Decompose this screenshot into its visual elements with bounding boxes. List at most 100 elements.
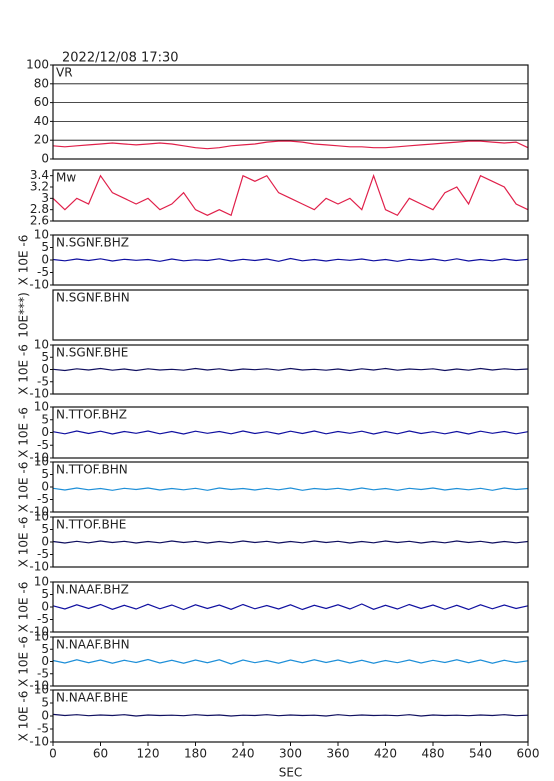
trace <box>52 367 529 372</box>
trace <box>52 430 529 435</box>
x-tick-label: 120 <box>137 747 160 761</box>
y-tick-label: -10 <box>29 278 49 292</box>
y-tick-label: 2.6 <box>30 214 49 228</box>
x-tick-label: 360 <box>327 747 350 761</box>
y-tick-label: 0 <box>41 152 49 166</box>
panel-label: Mw <box>56 171 76 185</box>
y-axis-label: X 10E -6 <box>17 582 31 633</box>
y-tick-label: 5 <box>41 587 49 601</box>
trace <box>52 487 529 491</box>
y-axis-label: X 10E -6 <box>17 235 31 286</box>
y-tick-label: 3.4 <box>30 168 49 182</box>
y-tick-label: -5 <box>37 438 49 452</box>
panel-frame <box>52 581 529 633</box>
y-tick-label: 10 <box>34 338 49 352</box>
panel-label: VR <box>56 66 73 80</box>
y-tick-label: 2.8 <box>30 202 49 216</box>
trace <box>52 173 529 217</box>
y-tick-label: 0 <box>41 253 49 267</box>
y-tick-label: 40 <box>34 114 49 128</box>
y-tick-label: -5 <box>37 265 49 279</box>
x-tick-label: 180 <box>184 747 207 761</box>
panel-label: N.SGNF.BHZ <box>56 236 129 250</box>
y-tick-label: 10 <box>34 575 49 589</box>
panel-frame <box>52 406 529 459</box>
panel-frame <box>52 169 529 222</box>
y-tick-label: -10 <box>29 560 49 574</box>
y-tick-label: 0 <box>41 535 49 549</box>
trace <box>52 257 529 262</box>
y-tick-label: 60 <box>34 95 49 109</box>
panel-frame <box>52 234 529 286</box>
y-axis-label: X 10E -6 <box>17 691 31 742</box>
panel-frame <box>52 636 529 687</box>
trace <box>52 603 529 611</box>
trace <box>52 658 529 665</box>
y-tick-label: -10 <box>29 679 49 693</box>
panel-frame <box>52 64 529 160</box>
x-tick-label: 420 <box>374 747 397 761</box>
y-tick-label: 80 <box>34 76 49 90</box>
x-tick-label: 0 <box>49 747 57 761</box>
y-tick-label: 0 <box>41 425 49 439</box>
y-tick-label: 10 <box>34 228 49 242</box>
y-tick-label: -5 <box>37 492 49 506</box>
y-tick-label: 3.2 <box>30 180 49 194</box>
y-tick-label: 10 <box>34 400 49 414</box>
y-tick-label: -10 <box>29 735 49 749</box>
y-axis-label: X 10E -6 <box>17 344 31 395</box>
x-tick-label: 480 <box>422 747 445 761</box>
panel-frame <box>52 289 529 341</box>
y-tick-label: 0 <box>41 480 49 494</box>
y-axis-label: X 10E -6 <box>17 517 31 568</box>
y-tick-label: 0 <box>41 709 49 723</box>
y-tick-label: 5 <box>41 467 49 481</box>
panel-label: N.SGNF.BHN <box>56 291 130 305</box>
panel-label: N.NAAF.BHZ <box>56 583 129 597</box>
y-tick-label: 10 <box>34 455 49 469</box>
y-tick-label: 5 <box>41 240 49 254</box>
y-tick-label: -5 <box>37 547 49 561</box>
y-tick-label: -5 <box>37 666 49 680</box>
y-axis-label: 10E***) <box>17 292 31 338</box>
panel-label: N.SGNF.BHE <box>56 346 128 360</box>
y-tick-label: 20 <box>34 133 49 147</box>
x-tick-label: 540 <box>469 747 492 761</box>
x-tick-label: 300 <box>279 747 302 761</box>
y-tick-label: -5 <box>37 722 49 736</box>
y-tick-label: -10 <box>29 505 49 519</box>
trace <box>52 713 529 717</box>
y-tick-label: 0 <box>41 600 49 614</box>
y-tick-label: 0 <box>41 654 49 668</box>
x-tick-label: 240 <box>232 747 255 761</box>
x-axis-label: SEC <box>279 766 303 780</box>
x-tick-label: 60 <box>93 747 108 761</box>
y-tick-label: 5 <box>41 412 49 426</box>
y-tick-label: -10 <box>29 451 49 465</box>
panel-label: N.TTOF.BHN <box>56 463 128 477</box>
y-tick-label: 5 <box>41 522 49 536</box>
trace <box>52 540 529 544</box>
y-tick-label: 10 <box>34 510 49 524</box>
y-tick-label: 5 <box>41 696 49 710</box>
y-tick-label: -5 <box>37 374 49 388</box>
panel-label: N.TTOF.BHE <box>56 518 126 532</box>
x-tick-label: 600 <box>517 747 540 761</box>
y-axis-label: X 10E -6 <box>17 462 31 513</box>
panel-frame <box>52 516 529 568</box>
y-axis-label: X 10E -6 <box>17 636 31 687</box>
panel-frame <box>52 344 529 395</box>
trace <box>52 140 529 150</box>
y-tick-label: 10 <box>34 630 49 644</box>
y-tick-label: 5 <box>41 350 49 364</box>
y-tick-label: 0 <box>41 362 49 376</box>
panel-frame <box>52 461 529 513</box>
panel-label: N.TTOF.BHZ <box>56 408 127 422</box>
panel-label: N.NAAF.BHE <box>56 691 128 705</box>
y-tick-label: -10 <box>29 625 49 639</box>
chart-title: 2022/12/08 17:30 <box>62 51 179 66</box>
y-axis-label: X 10E -6 <box>17 407 31 458</box>
y-tick-label: -10 <box>29 387 49 401</box>
y-tick-label: 100 <box>26 58 49 72</box>
